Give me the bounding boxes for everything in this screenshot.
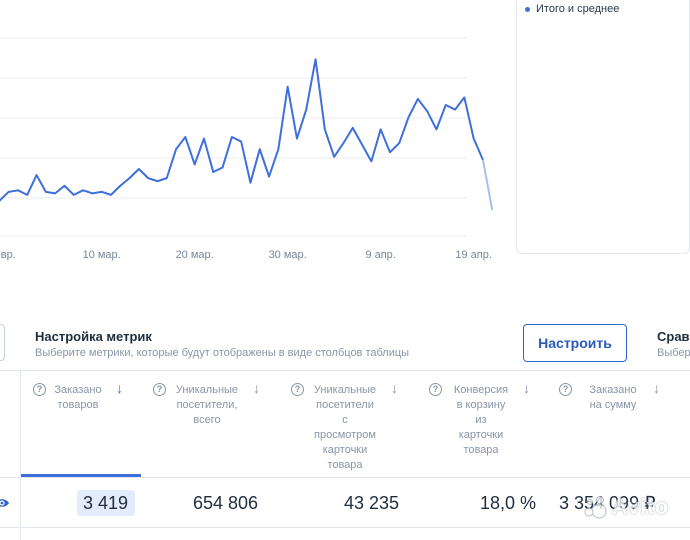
series-line bbox=[0, 58, 484, 202]
column-header-unique-visitors[interactable]: ? Уникальные посетители, всего ↓ bbox=[141, 381, 279, 477]
comparison-description: Выбер bbox=[657, 347, 690, 359]
column-header-label: Заказано на сумму bbox=[589, 384, 637, 411]
row-gutter bbox=[0, 370, 21, 540]
cell-unique-visitors: 654 806 bbox=[193, 493, 259, 513]
arrow-down-icon[interactable]: ↓ bbox=[653, 380, 660, 396]
legend-item[interactable]: Итого и среднее bbox=[525, 3, 619, 15]
table-row[interactable]: 3 419 654 806 43 235 18,0 % 3 354 099 ₽ bbox=[0, 478, 690, 528]
x-tick-label: 20 мар. bbox=[176, 249, 214, 261]
arrow-down-icon[interactable]: ↓ bbox=[253, 380, 260, 396]
arrow-down-icon[interactable]: ↓ bbox=[116, 380, 123, 396]
avito-logo-icon bbox=[584, 496, 607, 519]
line-chart: евр. 10 мар. 20 мар. 30 мар. 9 апр. 19 апр. bbox=[0, 37, 494, 261]
chart-area: евр. 10 мар. 20 мар. 30 мар. 9 апр. 19 апр. bbox=[0, 0, 500, 300]
cell-order-sum: 3 354 099 ₽ bbox=[559, 493, 656, 513]
question-circle-icon[interactable]: ? bbox=[559, 383, 572, 396]
x-tick-label: 30 мар. bbox=[269, 249, 307, 261]
metrics-settings-description: Выберите метрики, которые будут отображе… bbox=[35, 347, 410, 359]
column-header-order-sum[interactable]: ? Заказано на сумму ↓ bbox=[547, 381, 690, 477]
legend-dot-icon bbox=[525, 6, 530, 12]
metrics-settings-band: Настройка метрик Выберите метрики, котор… bbox=[0, 314, 690, 370]
question-circle-icon[interactable]: ? bbox=[33, 383, 46, 396]
legend-panel: Итого и среднее bbox=[516, 0, 690, 254]
active-cell-highlight bbox=[77, 490, 135, 516]
column-header-label: Уникальные посетители, всего bbox=[175, 384, 239, 426]
column-header-card-visitors[interactable]: ? Уникальные посетители с просмотром карточк… bbox=[279, 381, 417, 477]
eye-icon[interactable] bbox=[0, 496, 10, 510]
column-header-cart-conversion[interactable]: ? Конверсия в корзину из карточки товара ↓ bbox=[417, 381, 547, 477]
table-header-row: ? Заказано товаров ↓ ? Уникальные посетите… bbox=[0, 370, 690, 478]
column-header-ordered-items[interactable]: ? Заказано товаров ↓ bbox=[21, 381, 141, 477]
column-header-label: Уникальные посетители с просмотром карточки т… bbox=[313, 384, 377, 471]
arrow-down-icon[interactable]: ↓ bbox=[391, 380, 398, 396]
column-header-label: Конверсия в корзину из карточки товара bbox=[453, 384, 509, 456]
cell-ordered-items: 3 419 bbox=[83, 493, 129, 513]
question-circle-icon[interactable]: ? bbox=[153, 383, 166, 396]
metrics-table: ? Заказано товаров ↓ ? Уникальные посетите… bbox=[0, 370, 690, 540]
x-tick-label: 9 апр. bbox=[365, 249, 395, 261]
cell-card-visitors: 43 235 bbox=[344, 493, 400, 513]
legend-label: Итого и среднее bbox=[536, 3, 620, 15]
x-tick-label: 10 мар. bbox=[83, 249, 121, 261]
watermark-text: Avito bbox=[612, 494, 669, 519]
configure-button[interactable]: Настроить bbox=[523, 324, 627, 362]
series-line-incomplete-segment bbox=[481, 159, 494, 211]
cell-cart-conversion: 18,0 % bbox=[480, 493, 537, 513]
watermark: Avito bbox=[582, 494, 669, 520]
chart-gridlines bbox=[0, 37, 466, 237]
question-circle-icon[interactable]: ? bbox=[429, 383, 442, 396]
x-tick-label: 19 апр. bbox=[455, 249, 492, 261]
comparison-title: Срав bbox=[657, 329, 690, 344]
question-circle-icon[interactable]: ? bbox=[291, 383, 304, 396]
previous-button[interactable] bbox=[0, 324, 5, 361]
metrics-settings-title: Настройка метрик bbox=[35, 329, 152, 344]
x-tick-label: евр. bbox=[0, 249, 16, 261]
arrow-down-icon[interactable]: ↓ bbox=[523, 380, 530, 396]
x-axis-ticks: евр. 10 мар. 20 мар. 30 мар. 9 апр. 19 апр. bbox=[0, 249, 492, 261]
chart-series-lines bbox=[0, 58, 494, 211]
column-header-label: Заказано товаров bbox=[54, 384, 102, 411]
